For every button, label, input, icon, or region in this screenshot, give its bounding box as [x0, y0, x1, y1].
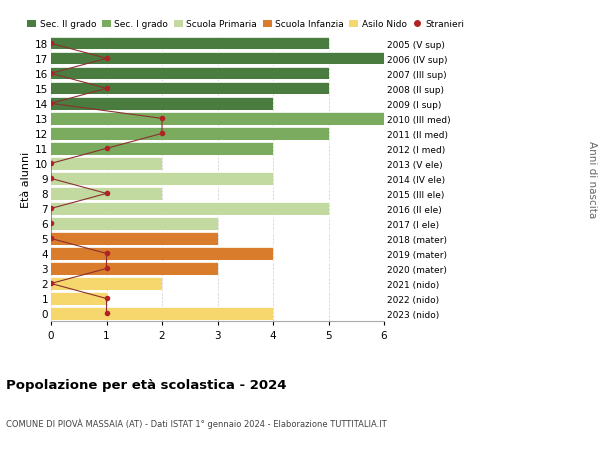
Point — [102, 146, 112, 153]
Bar — [51, 128, 329, 140]
Bar — [51, 248, 273, 260]
Point — [157, 130, 167, 138]
Point — [46, 220, 56, 228]
Point — [46, 101, 56, 108]
Text: Popolazione per età scolastica - 2024: Popolazione per età scolastica - 2024 — [6, 379, 287, 392]
Point — [46, 40, 56, 48]
Point — [102, 295, 112, 302]
Point — [102, 265, 112, 273]
Bar — [51, 98, 273, 110]
Bar — [51, 173, 273, 185]
Bar — [51, 143, 273, 155]
Bar — [51, 278, 162, 290]
Point — [46, 160, 56, 168]
Bar — [51, 68, 329, 80]
Bar — [51, 113, 384, 125]
Point — [46, 71, 56, 78]
Bar — [51, 53, 384, 65]
Bar — [51, 203, 329, 215]
Point — [102, 56, 112, 63]
Text: Anni di nascita: Anni di nascita — [587, 140, 597, 218]
Bar — [51, 188, 162, 200]
Point — [102, 310, 112, 318]
Y-axis label: Età alunni: Età alunni — [21, 151, 31, 207]
Point — [46, 235, 56, 243]
Bar — [51, 263, 218, 275]
Bar — [51, 293, 107, 305]
Legend: Sec. II grado, Sec. I grado, Scuola Primaria, Scuola Infanzia, Asilo Nido, Stran: Sec. II grado, Sec. I grado, Scuola Prim… — [27, 20, 464, 29]
Point — [102, 190, 112, 198]
Point — [102, 85, 112, 93]
Point — [46, 175, 56, 183]
Text: COMUNE DI PIOVÀ MASSAIA (AT) - Dati ISTAT 1° gennaio 2024 - Elaborazione TUTTITA: COMUNE DI PIOVÀ MASSAIA (AT) - Dati ISTA… — [6, 418, 387, 428]
Point — [46, 205, 56, 213]
Bar — [51, 218, 218, 230]
Point — [157, 115, 167, 123]
Bar — [51, 83, 329, 95]
Bar — [51, 38, 329, 50]
Bar — [51, 158, 162, 170]
Point — [102, 250, 112, 257]
Bar — [51, 233, 218, 245]
Point — [46, 280, 56, 287]
Bar — [51, 308, 273, 320]
